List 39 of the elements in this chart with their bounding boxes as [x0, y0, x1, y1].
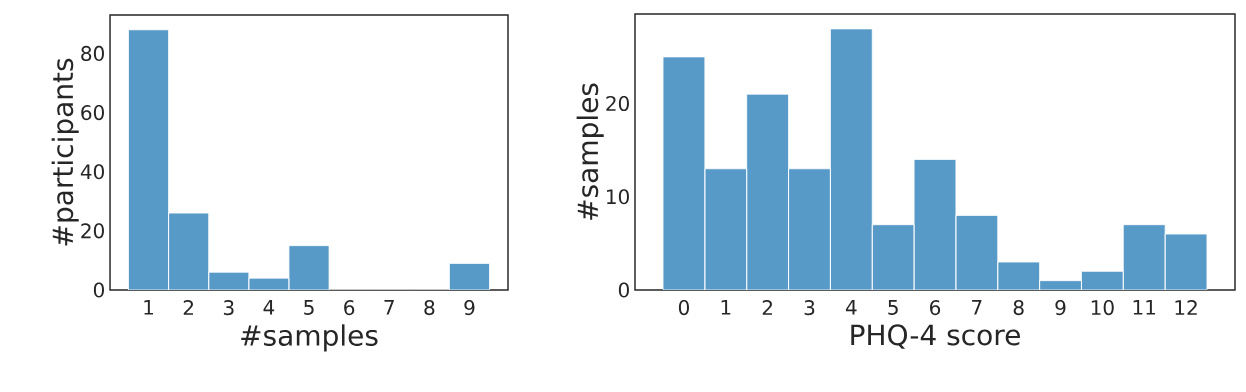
bar — [914, 159, 956, 290]
x-tick-label: 11 — [1133, 300, 1156, 315]
y-tick-label: 20 — [606, 95, 629, 112]
x-tick-label: 7 — [384, 300, 394, 315]
x-tick-label: 6 — [930, 300, 941, 316]
x-tick-label: 6 — [344, 300, 355, 316]
x-tick-label: 1 — [721, 300, 731, 315]
x-tick-label: 1 — [144, 300, 154, 315]
x-axis-title: #samples — [241, 324, 378, 352]
y-tick-label: 20 — [81, 223, 104, 239]
x-tick-label: 2 — [183, 300, 194, 315]
bar — [663, 56, 705, 290]
x-tick-label: 10 — [1091, 300, 1114, 316]
x-tick-label: 2 — [762, 300, 772, 315]
y-tick-label: 10 — [607, 189, 629, 205]
x-tick-label: 0 — [678, 300, 689, 316]
x-tick-label: 4 — [263, 300, 275, 315]
y-tick-label: 0 — [93, 282, 104, 298]
y-tick-label: 80 — [81, 45, 104, 62]
y-tick-label: 40 — [80, 164, 104, 180]
x-tick-label: 3 — [804, 300, 815, 316]
bar — [1164, 233, 1208, 290]
y-axis-title: #samples — [576, 83, 604, 220]
y-axis-title: #participants — [51, 58, 79, 246]
x-tick-label: 5 — [888, 300, 898, 315]
x-tick-label: 9 — [464, 300, 475, 316]
x-tick-label: 4 — [845, 300, 857, 315]
bar — [288, 245, 330, 290]
x-tick-label: 7 — [972, 300, 982, 315]
x-axis-title: PHQ-4 score — [851, 324, 1020, 349]
x-tick-label: 5 — [304, 300, 314, 315]
x-tick-label: 12 — [1175, 300, 1197, 315]
x-tick-label: 3 — [223, 300, 234, 316]
y-tick-label: 0 — [618, 282, 629, 298]
bar — [449, 262, 490, 290]
x-tick-label: 9 — [1055, 300, 1066, 316]
x-tick-label: 8 — [1013, 300, 1024, 316]
x-tick-label: 8 — [424, 300, 435, 316]
y-tick-label: 60 — [81, 105, 104, 121]
